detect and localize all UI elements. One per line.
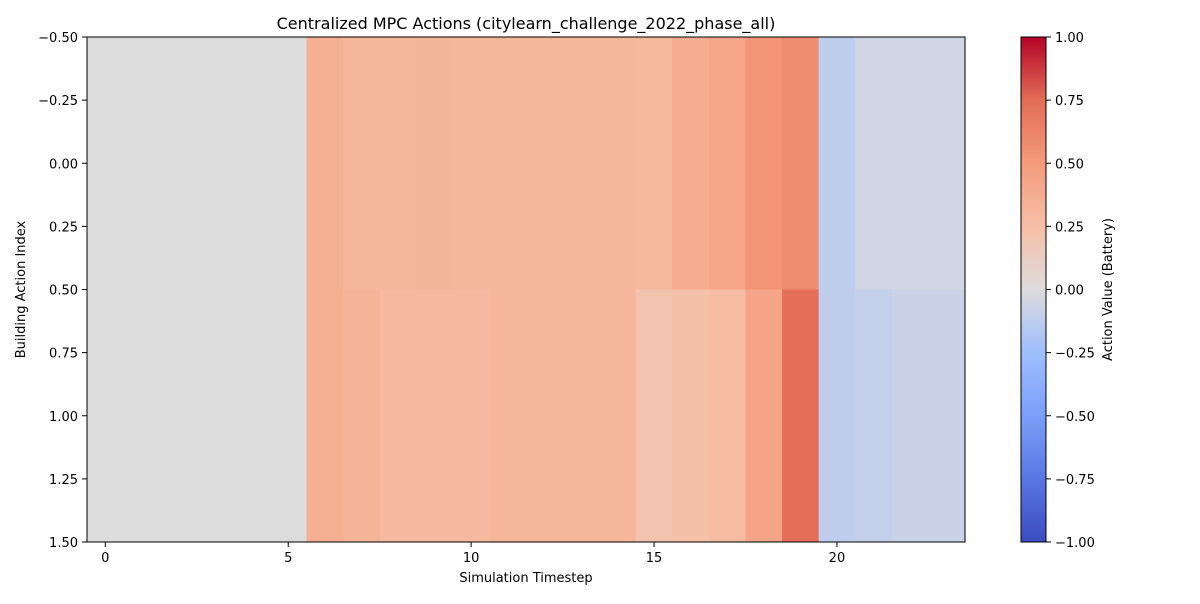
heatmap-cell <box>123 289 161 542</box>
heatmap-cell <box>782 37 820 290</box>
colorbar-label: Action Value (Battery) <box>1101 218 1116 361</box>
x-tick-label: 10 <box>463 551 480 566</box>
heatmap-cell <box>562 289 600 542</box>
y-tick-label: 0.00 <box>49 157 78 172</box>
y-axis-ticks: −0.50 −0.25 0.00 0.25 0.50 0.75 1.00 1.25 1.50 <box>38 31 87 551</box>
heatmap-cell <box>196 37 234 290</box>
heatmap-cell <box>855 37 893 290</box>
heatmap-cell <box>306 289 344 542</box>
x-tick-label: 15 <box>646 551 663 566</box>
heatmap-cell <box>379 289 417 542</box>
heatmap-cells <box>87 37 966 542</box>
x-tick-label: 20 <box>829 551 846 566</box>
heatmap-cell <box>160 37 198 290</box>
heatmap-cell <box>708 37 747 290</box>
heatmap-cell <box>635 37 673 290</box>
y-tick-label: 1.25 <box>49 473 78 488</box>
heatmap-cell <box>635 289 673 542</box>
heatmap-cell <box>818 289 856 542</box>
x-axis-ticks: 0 5 10 15 20 <box>101 542 845 566</box>
colorbar-tick-label: −0.25 <box>1055 347 1095 362</box>
heatmap-cell <box>306 37 344 290</box>
colorbar-ticks: 1.00 0.75 0.50 0.25 0.00 −0.25 −0.50 −0.75 −1.00 <box>1046 31 1095 551</box>
heatmap-cell <box>928 289 966 542</box>
heatmap-cell <box>87 289 125 542</box>
heatmap-cell <box>745 37 783 290</box>
heatmap-cell <box>123 37 161 290</box>
heatmap-cell <box>416 289 454 542</box>
heatmap-cell <box>233 37 271 290</box>
chart-title: Centralized MPC Actions (citylearn_chall… <box>277 14 776 34</box>
heatmap-cell <box>416 37 454 290</box>
y-tick-label: 1.00 <box>49 410 78 425</box>
x-axis-label: Simulation Timestep <box>459 571 592 586</box>
heatmap-cell <box>160 289 198 542</box>
heatmap-cell <box>489 289 527 542</box>
colorbar <box>1020 36 1047 543</box>
heatmap-cell <box>562 37 600 290</box>
heatmap-cell <box>745 289 783 542</box>
y-tick-label: 0.50 <box>49 284 78 299</box>
heatmap-cell <box>526 289 564 542</box>
x-tick-label: 0 <box>101 551 109 566</box>
heatmap-cell <box>452 289 491 542</box>
colorbar-tick-label: −0.75 <box>1055 473 1095 488</box>
heatmap-cell <box>818 37 856 290</box>
heatmap-cell <box>855 289 893 542</box>
y-tick-label: −0.25 <box>38 94 78 109</box>
heatmap-cell <box>489 37 527 290</box>
y-axis-label: Building Action Index <box>14 220 29 358</box>
colorbar-tick-label: −1.00 <box>1055 536 1095 551</box>
colorbar-tick-label: 1.00 <box>1055 31 1084 46</box>
heatmap-cell <box>269 37 308 290</box>
heatmap-cell <box>891 37 930 290</box>
y-tick-label: −0.50 <box>38 31 78 46</box>
colorbar-tick-label: 0.75 <box>1055 94 1084 109</box>
heatmap-cell <box>87 37 125 290</box>
heatmap-cell <box>343 289 381 542</box>
heatmap-cell <box>196 289 234 542</box>
heatmap-cell <box>708 289 747 542</box>
colorbar-tick-label: 0.25 <box>1055 220 1084 235</box>
x-tick-label: 5 <box>284 551 292 566</box>
heatmap-cell <box>891 289 930 542</box>
colorbar-tick-label: −0.50 <box>1055 410 1095 425</box>
heatmap-cell <box>672 289 710 542</box>
colorbar-tick-label: 0.50 <box>1055 157 1084 172</box>
y-tick-label: 0.25 <box>49 220 78 235</box>
heatmap-cell <box>379 37 417 290</box>
heatmap-cell <box>526 37 564 290</box>
heatmap-cell <box>599 289 637 542</box>
heatmap-cell <box>233 289 271 542</box>
y-tick-label: 0.75 <box>49 347 78 362</box>
heatmap-cell <box>782 289 820 542</box>
heatmap-cell <box>452 37 491 290</box>
heatmap-cell <box>599 37 637 290</box>
heatmap-cell <box>672 37 710 290</box>
heatmap-cell <box>928 37 966 290</box>
colorbar-tick-label: 0.00 <box>1055 284 1084 299</box>
y-tick-label: 1.50 <box>49 536 78 551</box>
heatmap-cell <box>269 289 308 542</box>
heatmap-cell <box>343 37 381 290</box>
